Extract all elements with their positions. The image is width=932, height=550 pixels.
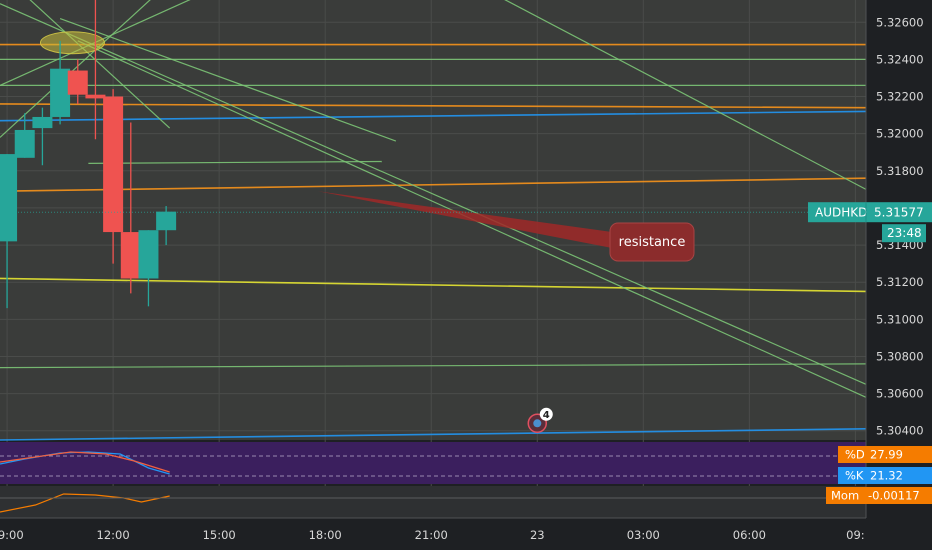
momentum-value: -0.00117 [868,489,920,503]
time-tick-label: 09: [846,528,865,542]
event-count-badge [539,407,553,421]
candle-body [103,96,124,233]
time-tick-label: 23 [530,528,545,542]
countdown-label: 23:48 [887,226,922,240]
momentum-line [0,493,866,513]
candles [0,0,177,309]
green-trend-line[interactable] [0,3,867,385]
candle-body [32,116,53,129]
momentum-name: Mom [831,489,859,503]
candle-body [156,211,177,231]
candle-body [14,129,35,158]
price-tick-label: 5.30400 [876,424,924,438]
time-tick-label: 12:00 [97,528,130,542]
symbol-label: AUDHKD [815,206,867,220]
candle-body [138,230,159,279]
green-level-line[interactable] [0,363,867,369]
stoch-d-line [0,451,170,473]
price-tick-label: 5.31800 [876,164,924,178]
price-tick-label: 5.32200 [876,90,924,104]
time-tick-label: 03:00 [627,528,660,542]
time-tick-label: 09:00 [0,528,24,542]
main-pane [0,0,866,440]
time-axis[interactable] [0,518,866,550]
stochastic-lines [0,451,866,477]
candle-body [67,70,88,95]
price-tick-label: 5.31000 [876,312,924,326]
momentum-series [0,493,170,513]
time-tick-label: 15:00 [203,528,236,542]
green-trend-line[interactable] [59,18,397,142]
stoch-d-value: 27.99 [870,448,903,462]
green-trend-line[interactable] [0,0,166,138]
green-segment-line[interactable] [88,160,382,164]
last-price-badge [808,202,932,223]
yellow-support-line[interactable] [0,277,867,293]
price-tick-label: 5.32600 [876,15,924,29]
callout-pointer [318,191,612,248]
callout-box [609,222,695,262]
event-flag-icon [533,419,542,428]
green-trend-line[interactable] [336,0,867,190]
price-tick-label: 5.32400 [876,52,924,66]
time-tick-label: 18:00 [309,528,342,542]
countdown-badge [882,224,926,243]
callout-text: resistance [619,235,686,250]
time-tick-label: 21:00 [415,528,448,542]
highlight-ellipse[interactable] [39,31,105,55]
last-price-label: 5.31577 [874,206,924,220]
candle-body [120,232,141,279]
green-trend-line[interactable] [14,0,171,129]
price-tick-label: 5.30600 [876,387,924,401]
stoch-d-badge [838,446,932,463]
blue-trend-line[interactable] [0,428,867,441]
price-tick-label: 5.31200 [876,275,924,289]
event-count-text: 4 [543,410,550,421]
momentum-pane [0,486,866,518]
orange-trend-line[interactable] [0,177,867,193]
momentum-badge [826,487,932,504]
drawings[interactable] [0,0,867,441]
time-tick-label: 06:00 [733,528,766,542]
candle-body [50,68,71,117]
stochastic-pane [0,442,866,484]
annotation-layer: resistance 4 [318,191,695,434]
stoch-d-name: %D [845,448,865,462]
price-tick-label: 5.32000 [876,127,924,141]
candle-body [0,154,18,242]
stoch-k-badge [838,467,932,484]
candle-body [85,94,106,99]
time-tick-labels: 09:00 12:00 15:00 18:00 21:00 23 03:00 06:00 09: [0,528,865,542]
stoch-k-value: 21.32 [870,469,903,483]
axis-badges: AUDHKD 5.31577 23:48 %D 27.99 %K 21.32 Mom -0.00… [0,202,932,504]
price-tick-label: 5.30800 [876,349,924,363]
stoch-k-name: %K [845,469,864,483]
